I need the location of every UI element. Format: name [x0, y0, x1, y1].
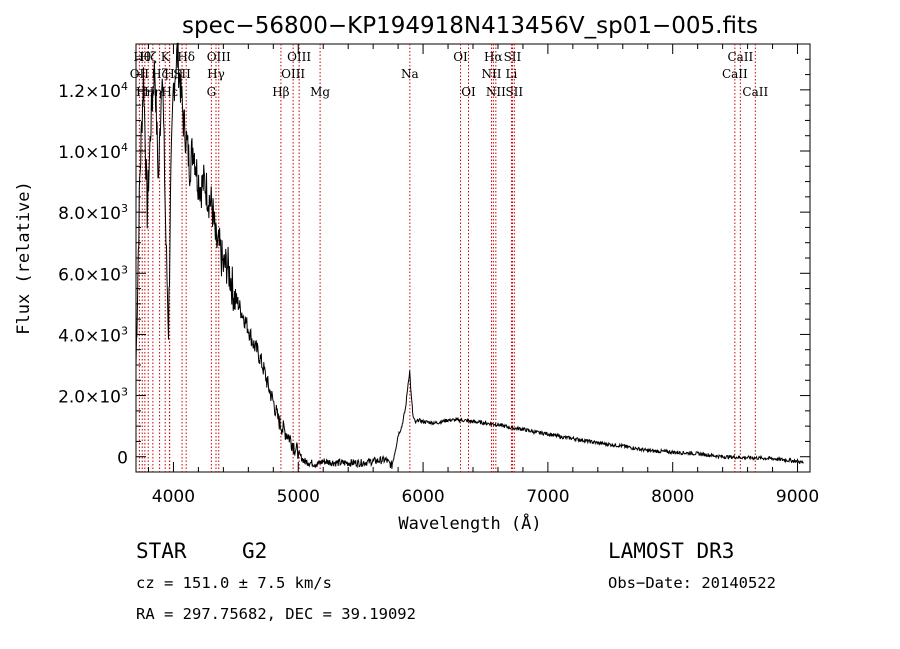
line-marker-label: SII: [173, 67, 191, 81]
line-marker-label: Hζ: [151, 67, 168, 81]
y-tick-label: 6.0×103: [58, 263, 128, 285]
spectrum-line: [135, 42, 804, 469]
line-marker-label: Li: [506, 67, 518, 81]
redshift-cz: cz = 151.0 ± 7.5 km/s: [136, 574, 332, 592]
chart-title: spec−56800−KP194918N413456V_sp01−005.fit…: [182, 13, 758, 39]
line-marker-label: K: [161, 50, 171, 64]
y-axis-label: Flux (relative): [14, 181, 34, 335]
line-marker-label: CaII: [722, 67, 748, 81]
y-axis-ticks: 0 2.0×103 4.0×103 6.0×103 8.0×103 1.0×104 1.2×…: [58, 58, 810, 469]
line-marker-label: OII: [130, 67, 150, 81]
y-tick-label: 8.0×103: [58, 202, 128, 224]
observation-date: Obs−Date: 20140522: [608, 574, 776, 592]
line-marker-label: OI: [453, 50, 468, 64]
line-marker-label: SII: [504, 50, 522, 64]
line-marker-label: CaII: [727, 50, 753, 64]
survey-name: LAMOST DR3: [608, 539, 734, 563]
line-marker-label: SII: [505, 85, 523, 99]
x-tick-label: 4000: [152, 487, 195, 507]
line-marker-label: H: [164, 67, 174, 81]
y-tick-label: 1.2×104: [58, 80, 128, 102]
line-marker-label: Mg: [310, 85, 330, 99]
line-marker-label: CaII: [742, 85, 768, 99]
y-tick-label: 1.0×104: [58, 141, 128, 163]
line-marker-label: OIII: [281, 67, 305, 81]
line-marker-label: Hγ: [207, 67, 225, 81]
x-tick-label: 9000: [776, 487, 819, 507]
emission-line-labels: OIIHθHηHζHηHζKHHεSIIHδGHγOIIIHβOIIIOIIIM…: [130, 50, 769, 99]
line-marker-label: Hθ: [133, 50, 151, 64]
x-tick-label: 6000: [401, 487, 444, 507]
line-marker-label: NII: [481, 67, 501, 81]
line-marker-label: OIII: [287, 50, 311, 64]
spectrum-info: STAR G2 LAMOST DR3 cz = 151.0 ± 7.5 km/s…: [136, 539, 776, 623]
line-marker-label: Hη: [136, 85, 154, 99]
x-tick-label: 5000: [277, 487, 320, 507]
y-tick-label: 4.0×103: [58, 324, 128, 346]
y-tick-label: 2.0×103: [58, 386, 128, 408]
line-marker-label: Hα: [484, 50, 503, 64]
x-tick-label: 8000: [651, 487, 694, 507]
line-marker-label: Hδ: [177, 50, 195, 64]
line-marker-label: Hβ: [272, 85, 289, 99]
line-marker-label: Hζ: [140, 50, 157, 64]
line-marker-label: Hε: [161, 85, 178, 99]
line-marker-label: NII: [486, 85, 506, 99]
line-marker-label: OIII: [207, 50, 231, 64]
x-tick-label: 7000: [526, 487, 569, 507]
line-marker-label: G: [207, 85, 217, 99]
coordinates: RA = 297.75682, DEC = 39.19092: [136, 605, 416, 623]
plot-frame: [135, 43, 811, 473]
y-tick-label: 0: [117, 449, 128, 469]
emission-line-markers: [138, 44, 756, 472]
plot-area: OIIHθHηHζHηHζKHHεSIIHδGHγOIIIHβOIIIOIIIM…: [58, 42, 819, 507]
x-axis-label: Wavelength (Å): [398, 512, 541, 534]
object-class: STAR: [136, 539, 187, 563]
line-marker-label: OI: [461, 85, 476, 99]
line-marker-label: Na: [401, 67, 419, 81]
object-subclass: G2: [242, 539, 267, 563]
x-axis-ticks: 4000 5000 6000 7000 8000 9000: [147, 44, 819, 507]
